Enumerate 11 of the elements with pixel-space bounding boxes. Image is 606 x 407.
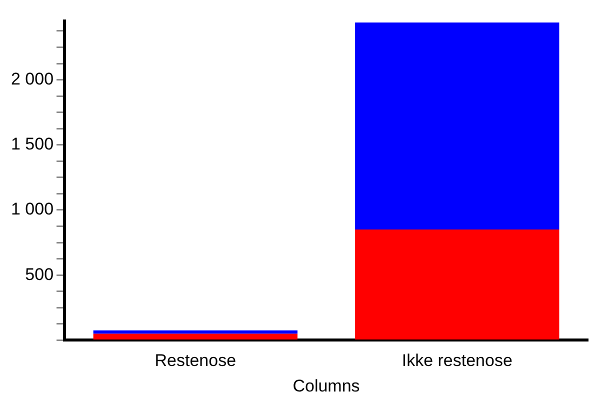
bar — [355, 230, 560, 340]
bar — [93, 330, 298, 334]
x-tick-label: Ikke restenose — [402, 351, 512, 370]
y-tick-label: 1 500 — [10, 134, 54, 154]
y-tick-label: 2 000 — [10, 69, 54, 88]
x-tick-label: Restenose — [154, 351, 236, 370]
y-tick-label: 1 000 — [10, 200, 54, 219]
bar — [93, 334, 298, 340]
x-axis-title: Columns — [292, 376, 360, 396]
bar — [355, 22, 560, 230]
y-tick-label: 500 — [25, 264, 54, 284]
